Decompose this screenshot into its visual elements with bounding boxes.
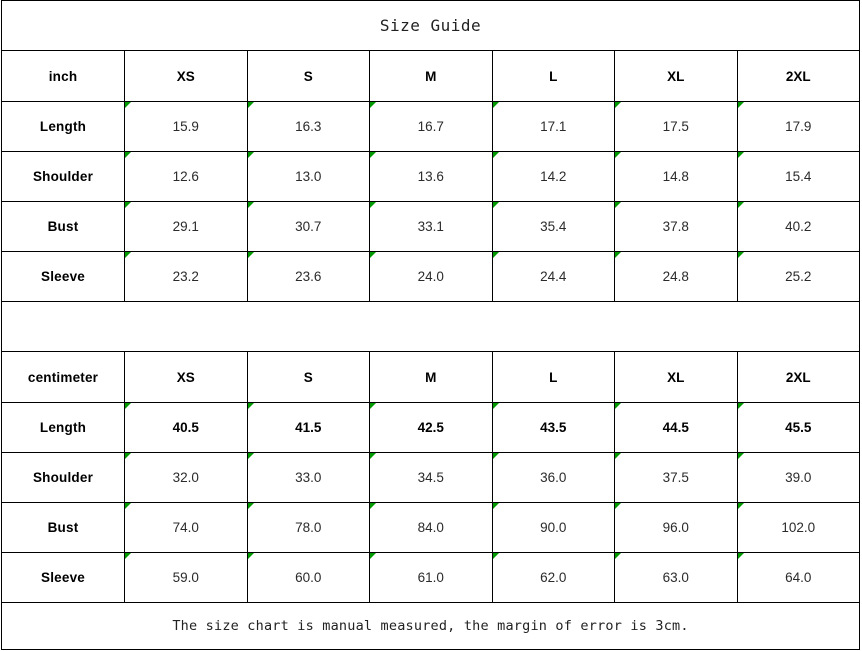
- measurement-cell: 17.9: [736, 101, 861, 152]
- measurement-cell: 24.0: [369, 251, 493, 302]
- measurement-cell: 90.0: [491, 502, 615, 553]
- row-label-bust: Bust: [1, 502, 125, 553]
- unit-header-centimeter: centimeter: [1, 351, 125, 403]
- measurement-cell: 40.2: [736, 201, 861, 252]
- footer-note: The size chart is manual measured, the m…: [0, 602, 861, 650]
- measurement-cell: 13.6: [369, 151, 493, 202]
- measurement-cell: 43.5: [491, 402, 615, 453]
- measurement-cell: 15.9: [124, 101, 248, 152]
- table-spacer: [0, 301, 861, 352]
- measurement-cell: 41.5: [246, 402, 370, 453]
- measurement-cell: 16.7: [369, 101, 493, 152]
- table-spacer-row: [0, 301, 861, 352]
- row-label-length: Length: [1, 101, 125, 152]
- measurement-cell: 74.0: [124, 502, 248, 553]
- measurement-cell: 62.0: [491, 552, 615, 603]
- measurement-cell: 36.0: [491, 452, 615, 503]
- measurement-cell: 44.5: [614, 402, 738, 453]
- size-header-XS: XS: [124, 351, 248, 403]
- header-row-centimeter: centimeter XS S M L XL 2XL: [1, 351, 861, 403]
- header-row-inch: inch XS S M L XL 2XL: [1, 50, 861, 102]
- table-row: Bust 74.0 78.0 84.0 90.0 96.0 102.0: [1, 502, 861, 553]
- measurement-cell: 23.2: [124, 251, 248, 302]
- measurement-cell: 84.0: [369, 502, 493, 553]
- measurement-cell: 12.6: [124, 151, 248, 202]
- size-header-XS: XS: [124, 50, 248, 102]
- measurement-cell: 37.5: [614, 452, 738, 503]
- measurement-cell: 39.0: [736, 452, 861, 503]
- measurement-cell: 33.0: [246, 452, 370, 503]
- measurement-cell: 23.6: [246, 251, 370, 302]
- table-row: Sleeve 23.2 23.6 24.0 24.4 24.8 25.2: [1, 251, 861, 302]
- row-label-bust: Bust: [1, 201, 125, 252]
- measurement-cell: 25.2: [736, 251, 861, 302]
- measurement-cell: 30.7: [246, 201, 370, 252]
- footer-row: The size chart is manual measured, the m…: [0, 602, 861, 650]
- page-title: Size Guide: [0, 0, 861, 51]
- measurement-cell: 40.5: [124, 402, 248, 453]
- table-row: Bust 29.1 30.7 33.1 35.4 37.8 40.2: [1, 201, 861, 252]
- size-header-2XL: 2XL: [736, 50, 861, 102]
- measurement-cell: 61.0: [369, 552, 493, 603]
- measurement-cell: 78.0: [246, 502, 370, 553]
- size-header-L: L: [491, 351, 615, 403]
- measurement-cell: 29.1: [124, 201, 248, 252]
- measurement-cell: 14.2: [491, 151, 615, 202]
- measurement-cell: 15.4: [736, 151, 861, 202]
- row-label-sleeve: Sleeve: [1, 251, 125, 302]
- measurement-cell: 32.0: [124, 452, 248, 503]
- table-row: Length 15.9 16.3 16.7 17.1 17.5 17.9: [1, 101, 861, 152]
- table-row: Length 40.5 41.5 42.5 43.5 44.5 45.5: [1, 402, 861, 453]
- measurement-cell: 37.8: [614, 201, 738, 252]
- row-label-shoulder: Shoulder: [1, 452, 125, 503]
- table-row: Shoulder 32.0 33.0 34.5 36.0 37.5 39.0: [1, 452, 861, 503]
- measurement-cell: 63.0: [614, 552, 738, 603]
- measurement-cell: 34.5: [369, 452, 493, 503]
- table-row: Sleeve 59.0 60.0 61.0 62.0 63.0 64.0: [1, 552, 861, 603]
- measurement-cell: 60.0: [246, 552, 370, 603]
- measurement-cell: 16.3: [246, 101, 370, 152]
- size-header-XL: XL: [614, 351, 738, 403]
- size-header-2XL: 2XL: [736, 351, 861, 403]
- size-header-L: L: [491, 50, 615, 102]
- measurement-cell: 24.4: [491, 251, 615, 302]
- measurement-cell: 17.5: [614, 101, 738, 152]
- unit-header-inch: inch: [1, 50, 125, 102]
- measurement-cell: 64.0: [736, 552, 861, 603]
- measurement-cell: 33.1: [369, 201, 493, 252]
- measurement-cell: 42.5: [369, 402, 493, 453]
- measurement-cell: 45.5: [736, 402, 861, 453]
- measurement-cell: 96.0: [614, 502, 738, 553]
- measurement-cell: 17.1: [491, 101, 615, 152]
- measurement-cell: 14.8: [614, 151, 738, 202]
- measurement-cell: 59.0: [124, 552, 248, 603]
- measurement-cell: 102.0: [736, 502, 861, 553]
- measurement-cell: 35.4: [491, 201, 615, 252]
- size-header-S: S: [246, 351, 370, 403]
- row-label-length: Length: [1, 402, 125, 453]
- size-header-M: M: [369, 351, 493, 403]
- size-header-XL: XL: [614, 50, 738, 102]
- measurement-cell: 24.8: [614, 251, 738, 302]
- title-row: Size Guide: [0, 0, 861, 51]
- size-header-S: S: [246, 50, 370, 102]
- size-header-M: M: [369, 50, 493, 102]
- table-row: Shoulder 12.6 13.0 13.6 14.2 14.8 15.4: [1, 151, 861, 202]
- row-label-shoulder: Shoulder: [1, 151, 125, 202]
- row-label-sleeve: Sleeve: [1, 552, 125, 603]
- measurement-cell: 13.0: [246, 151, 370, 202]
